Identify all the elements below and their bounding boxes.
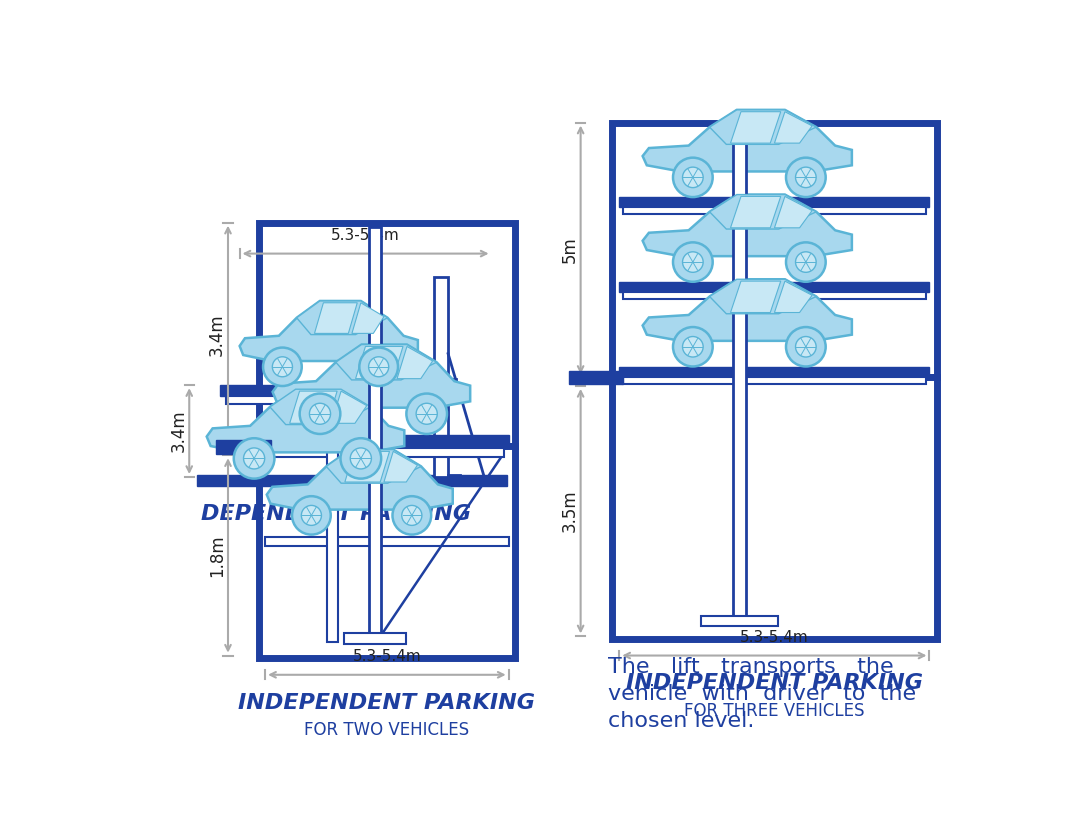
Text: DEPENDENT PARKING: DEPENDENT PARKING: [202, 504, 472, 524]
Circle shape: [292, 496, 330, 535]
Circle shape: [402, 505, 422, 525]
Bar: [410, 379, 456, 390]
Text: INDEPENDENT PARKING: INDEPENDENT PARKING: [239, 692, 536, 712]
Circle shape: [309, 403, 330, 424]
Polygon shape: [643, 279, 852, 341]
Circle shape: [299, 393, 340, 434]
Bar: [327, 446, 338, 642]
Bar: [611, 377, 937, 638]
Bar: [701, 616, 779, 627]
Text: The   lift   transports   the: The lift transports the: [608, 657, 893, 677]
Bar: [266, 435, 509, 447]
Polygon shape: [314, 303, 357, 334]
Polygon shape: [355, 346, 403, 378]
Bar: [259, 446, 515, 658]
Circle shape: [796, 336, 816, 357]
Circle shape: [796, 251, 816, 272]
Text: INDEPENDENT PARKING: INDEPENDENT PARKING: [626, 673, 923, 693]
Bar: [197, 476, 507, 486]
Circle shape: [301, 505, 322, 525]
Bar: [623, 292, 926, 299]
Bar: [345, 633, 406, 644]
Polygon shape: [352, 303, 384, 334]
Circle shape: [368, 357, 389, 377]
Bar: [434, 276, 448, 477]
Polygon shape: [332, 391, 367, 423]
Bar: [266, 537, 509, 546]
Bar: [216, 440, 271, 454]
Bar: [623, 208, 926, 214]
Polygon shape: [710, 279, 816, 314]
Polygon shape: [297, 301, 388, 334]
Circle shape: [244, 448, 265, 469]
Text: chosen level.: chosen level.: [608, 711, 754, 731]
Circle shape: [233, 438, 274, 479]
Bar: [611, 123, 937, 377]
Bar: [227, 396, 446, 403]
Text: 3.4m: 3.4m: [208, 313, 226, 356]
Text: 3.5m: 3.5m: [561, 490, 579, 533]
Text: 5m: 5m: [561, 237, 579, 263]
Polygon shape: [774, 197, 812, 227]
Polygon shape: [345, 452, 390, 482]
Polygon shape: [270, 389, 370, 425]
Text: FOR TWO VEHICLES: FOR TWO VEHICLES: [305, 721, 470, 739]
Polygon shape: [336, 344, 436, 380]
Bar: [623, 377, 926, 383]
Circle shape: [683, 336, 703, 357]
Text: 3.4m: 3.4m: [170, 410, 188, 452]
Text: 5.3-5.4m: 5.3-5.4m: [332, 227, 400, 243]
Bar: [619, 367, 930, 377]
Polygon shape: [643, 194, 852, 256]
Circle shape: [786, 327, 826, 367]
Circle shape: [360, 348, 399, 386]
Text: 5.3-5.4m: 5.3-5.4m: [352, 649, 421, 664]
Text: 1.8m: 1.8m: [208, 535, 226, 577]
Polygon shape: [383, 452, 417, 482]
Polygon shape: [397, 346, 433, 378]
Bar: [369, 227, 381, 642]
Polygon shape: [206, 389, 404, 452]
Polygon shape: [730, 281, 781, 313]
Polygon shape: [272, 344, 470, 408]
Circle shape: [796, 167, 816, 188]
Polygon shape: [326, 450, 421, 483]
Polygon shape: [710, 194, 816, 229]
Circle shape: [272, 357, 293, 377]
Circle shape: [786, 158, 826, 197]
Polygon shape: [240, 301, 418, 361]
Bar: [732, 126, 746, 625]
Bar: [220, 385, 453, 396]
Bar: [270, 447, 504, 456]
Circle shape: [673, 242, 713, 281]
Polygon shape: [774, 112, 812, 143]
Text: FOR THREE VEHICLES: FOR THREE VEHICLES: [684, 701, 865, 720]
Circle shape: [392, 496, 431, 535]
Polygon shape: [643, 110, 852, 172]
Circle shape: [786, 242, 826, 281]
Bar: [619, 198, 930, 208]
Circle shape: [350, 448, 372, 469]
Polygon shape: [774, 281, 812, 313]
Bar: [619, 282, 930, 292]
Text: 5.3-5.4m: 5.3-5.4m: [740, 630, 809, 645]
Polygon shape: [730, 112, 781, 143]
Circle shape: [673, 158, 713, 197]
Polygon shape: [267, 450, 453, 510]
Circle shape: [683, 251, 703, 272]
Circle shape: [673, 327, 713, 367]
Circle shape: [340, 438, 381, 479]
Bar: [259, 222, 515, 446]
Text: vehicle  with  driver  to  the: vehicle with driver to the: [608, 684, 916, 704]
Circle shape: [264, 348, 301, 386]
Circle shape: [406, 393, 447, 434]
Circle shape: [683, 167, 703, 188]
Bar: [569, 371, 623, 384]
Polygon shape: [730, 197, 781, 227]
Polygon shape: [289, 391, 337, 423]
Circle shape: [416, 403, 437, 424]
Polygon shape: [710, 110, 816, 144]
